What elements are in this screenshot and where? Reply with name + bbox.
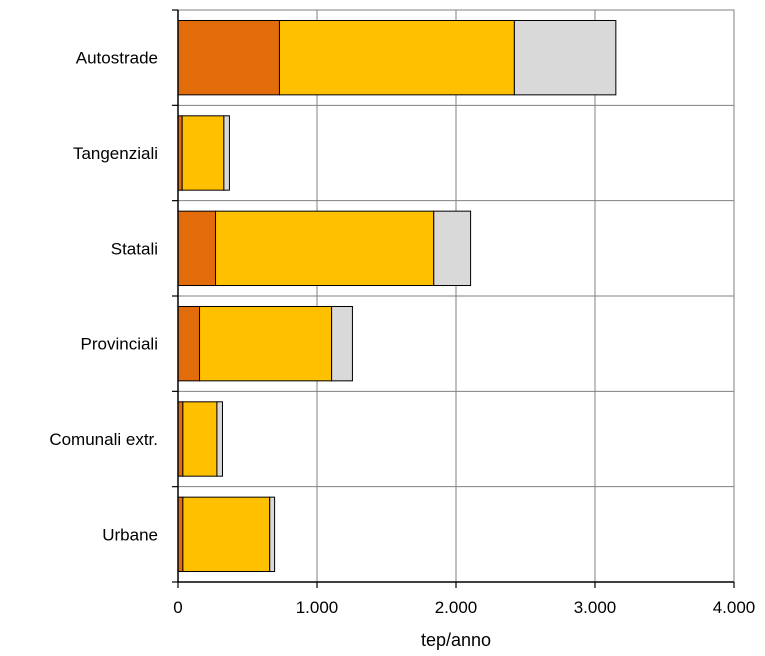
bar-segment: [177, 19, 280, 96]
ticks: [172, 9, 735, 588]
x-tick-label: 3.000: [574, 598, 617, 617]
category-label: Autostrade: [76, 49, 158, 68]
x-tick-label: 0: [173, 598, 182, 617]
bar-segment: [216, 401, 223, 477]
x-tick-label: 4.000: [713, 598, 756, 617]
category-labels: Autostrade Tangenziali Statali Provinciali C…: [49, 49, 158, 545]
x-tick-label: 2.000: [435, 598, 478, 617]
category-label: Tangenziali: [73, 144, 158, 163]
bar-segment: [331, 305, 353, 382]
x-tick-labels: 0 1.000 2.000 3.000 4.000: [173, 598, 755, 617]
category-label: Urbane: [102, 525, 158, 544]
bar-segment: [215, 210, 435, 287]
bar-segment: [182, 496, 271, 573]
bar-segment: [433, 210, 472, 287]
category-label: Statali: [111, 239, 158, 258]
bar-segment: [513, 19, 617, 96]
x-tick-label: 1.000: [296, 598, 339, 617]
bar-segment: [177, 210, 217, 287]
category-label: Comunali extr.: [49, 430, 158, 449]
bar-segment: [199, 305, 333, 382]
bars: [177, 19, 617, 573]
category-label: Provinciali: [81, 335, 158, 354]
bar-segment: [181, 115, 225, 191]
bar-segment: [177, 305, 201, 382]
x-axis-title: tep/anno: [421, 630, 491, 650]
bar-segment: [278, 19, 515, 96]
bar-segment: [182, 401, 218, 477]
grid-lines: [178, 10, 734, 582]
bar-segment: [223, 115, 230, 191]
bar-segment: [269, 496, 276, 573]
